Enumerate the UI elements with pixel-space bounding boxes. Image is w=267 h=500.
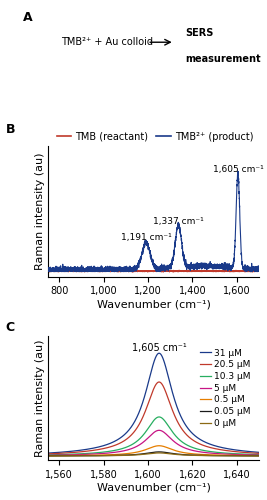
X-axis label: Wavenumber (cm⁻¹): Wavenumber (cm⁻¹)	[97, 299, 210, 309]
0 μM	[68, 453, 71, 459]
0.05 μM	[257, 453, 261, 459]
0.05 μM	[139, 451, 143, 457]
5 μM	[68, 452, 71, 458]
Text: SERS: SERS	[185, 28, 214, 38]
0.5 μM	[68, 452, 71, 458]
Line: 31 μM: 31 μM	[48, 353, 259, 453]
10.3 μM	[46, 452, 50, 458]
20.5 μM	[158, 379, 161, 385]
31 μM	[211, 442, 214, 448]
5 μM	[211, 450, 214, 456]
0.05 μM	[68, 453, 71, 459]
Text: B: B	[6, 123, 15, 136]
31 μM	[215, 443, 218, 449]
10.3 μM	[191, 444, 195, 450]
0 μM	[215, 452, 218, 458]
Line: 0 μM: 0 μM	[48, 453, 259, 456]
0.5 μM	[46, 452, 50, 458]
31 μM	[191, 431, 195, 437]
31 μM	[46, 450, 50, 456]
0 μM	[139, 452, 143, 458]
Line: 0.05 μM: 0.05 μM	[48, 452, 259, 456]
20.5 μM	[191, 437, 195, 443]
0.5 μM	[211, 452, 214, 458]
31 μM	[257, 450, 261, 456]
X-axis label: Wavenumber (cm⁻¹): Wavenumber (cm⁻¹)	[97, 482, 210, 492]
Y-axis label: Raman intensity (au): Raman intensity (au)	[35, 340, 45, 457]
20.5 μM	[139, 418, 143, 424]
20.5 μM	[211, 445, 214, 451]
0 μM	[211, 452, 214, 458]
Line: 20.5 μM: 20.5 μM	[48, 382, 259, 454]
0.5 μM	[257, 452, 261, 458]
0 μM	[132, 452, 135, 458]
0.5 μM	[191, 451, 195, 457]
20.5 μM	[68, 450, 71, 456]
5 μM	[46, 452, 50, 458]
10.3 μM	[68, 452, 71, 458]
10.3 μM	[257, 452, 261, 458]
10.3 μM	[139, 434, 143, 440]
5 μM	[191, 448, 195, 454]
0 μM	[158, 450, 161, 456]
0.05 μM	[46, 453, 50, 459]
0.5 μM	[158, 442, 161, 448]
0.05 μM	[132, 452, 135, 458]
Text: C: C	[6, 322, 15, 334]
Line: 10.3 μM: 10.3 μM	[48, 417, 259, 455]
0.05 μM	[158, 449, 161, 455]
20.5 μM	[46, 451, 50, 457]
5 μM	[139, 441, 143, 447]
Text: A: A	[23, 12, 32, 24]
Legend: TMB (reactant), TMB²⁺ (product): TMB (reactant), TMB²⁺ (product)	[53, 128, 257, 146]
20.5 μM	[132, 430, 135, 436]
31 μM	[132, 420, 135, 426]
5 μM	[257, 452, 261, 458]
10.3 μM	[158, 414, 161, 420]
Y-axis label: Raman intensity (au): Raman intensity (au)	[35, 152, 45, 270]
Text: 1,605 cm⁻¹: 1,605 cm⁻¹	[213, 165, 263, 174]
10.3 μM	[132, 440, 135, 446]
0 μM	[257, 453, 261, 459]
0.05 μM	[215, 452, 218, 458]
31 μM	[68, 448, 71, 454]
Text: TMB²⁺ + Au colloid: TMB²⁺ + Au colloid	[61, 37, 153, 47]
Legend: 31 μM, 20.5 μM, 10.3 μM, 5 μM, 0.5 μM, 0.05 μM, 0 μM: 31 μM, 20.5 μM, 10.3 μM, 5 μM, 0.5 μM, 0…	[196, 345, 254, 432]
0.5 μM	[139, 448, 143, 454]
10.3 μM	[211, 449, 214, 455]
0.5 μM	[215, 452, 218, 458]
10.3 μM	[215, 450, 218, 456]
0.05 μM	[211, 452, 214, 458]
Line: 5 μM: 5 μM	[48, 430, 259, 456]
Text: 1,191 cm⁻¹: 1,191 cm⁻¹	[121, 233, 171, 242]
Text: 1,337 cm⁻¹: 1,337 cm⁻¹	[153, 217, 204, 226]
5 μM	[132, 445, 135, 451]
20.5 μM	[215, 446, 218, 452]
0.05 μM	[191, 452, 195, 458]
5 μM	[158, 428, 161, 434]
0.5 μM	[132, 450, 135, 456]
0 μM	[46, 453, 50, 459]
20.5 μM	[257, 450, 261, 456]
Line: 0.5 μM: 0.5 μM	[48, 446, 259, 456]
Text: 1,605 cm⁻¹: 1,605 cm⁻¹	[132, 343, 186, 353]
0 μM	[191, 452, 195, 458]
31 μM	[158, 350, 161, 356]
5 μM	[215, 450, 218, 456]
Text: measurement: measurement	[185, 54, 261, 64]
31 μM	[139, 404, 143, 410]
